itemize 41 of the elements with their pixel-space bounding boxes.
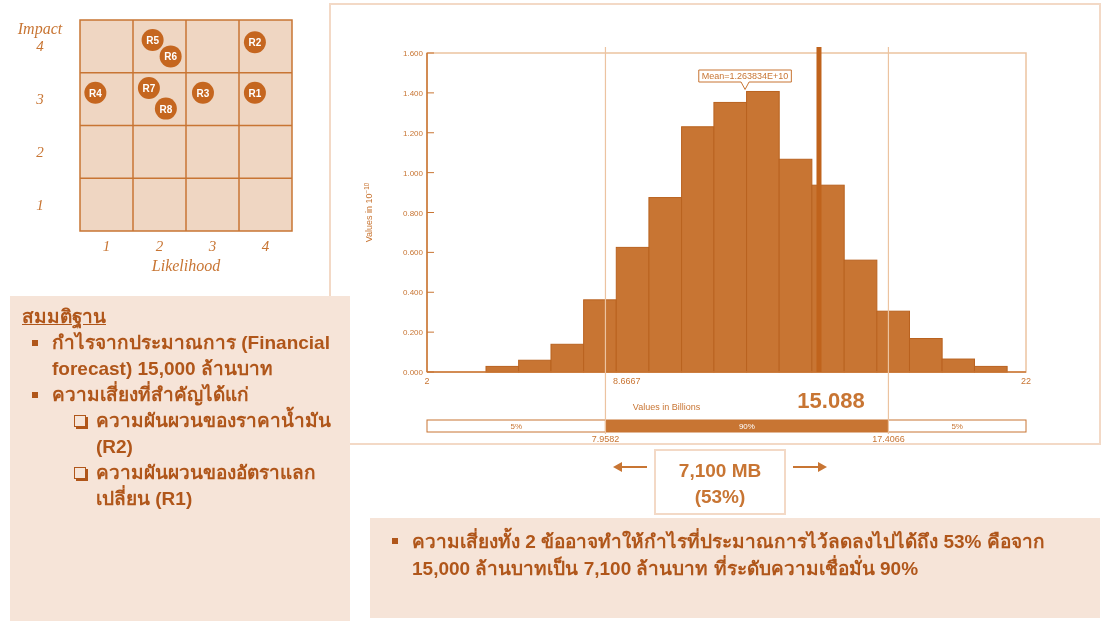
y-tick-label: 0.200 xyxy=(402,328,424,338)
ref-line-label: 15.088 xyxy=(797,388,865,413)
ref-line-label: 7.9582 xyxy=(591,434,620,444)
text: สมมติฐาน xyxy=(22,305,107,330)
data-label: R1 xyxy=(248,87,262,99)
annotation: Mean=1.263834E+10 xyxy=(701,71,789,81)
data-label: R8 xyxy=(159,103,173,115)
y-tick-label: 1.000 xyxy=(402,168,424,178)
x-tick-label: 8.6667 xyxy=(612,376,641,386)
ref-line-label: 17.4066 xyxy=(872,434,905,444)
y-tick-label: 1.600 xyxy=(402,49,424,58)
data-label: R5 xyxy=(146,35,160,47)
y-tick-label: 0.600 xyxy=(402,248,424,258)
data-label: R4 xyxy=(88,87,103,99)
x-axis-title: Values in Billions xyxy=(632,402,701,412)
text: กำไรจากประมาณการ (Financial forecast) 15,000 ล้านบาท xyxy=(52,332,330,379)
y-tick-label: 3 xyxy=(35,91,44,108)
text: 5% xyxy=(510,422,523,431)
text: 90% xyxy=(738,422,755,431)
text: ความผันผวนของอัตราแลกเปลี่ยน (R1) xyxy=(96,462,316,509)
text: 5% xyxy=(951,422,963,431)
x-tick-label: 1 xyxy=(102,238,111,254)
text: 7,100 MB (53%) xyxy=(678,460,762,507)
data-label: R3 xyxy=(196,87,210,99)
y-tick-label: 0.000 xyxy=(402,368,424,377)
y-tick-label: 0.800 xyxy=(402,208,424,218)
x-tick-label: 2 xyxy=(155,238,164,254)
y-tick-label: 1.200 xyxy=(402,128,424,138)
y-axis-title: Impact xyxy=(16,20,63,38)
x-axis-title: Likelihood xyxy=(150,257,222,274)
y-tick-label: 1 xyxy=(36,196,44,213)
x-tick-label: 4 xyxy=(261,238,270,254)
y-tick-label: 4 xyxy=(36,38,45,55)
data-label: R2 xyxy=(248,37,262,49)
data-label: R7 xyxy=(142,83,156,95)
data-label: R6 xyxy=(164,51,178,63)
x-tick-label: 3 xyxy=(207,238,217,254)
y-tick-label: 1.400 xyxy=(402,88,424,98)
y-tick-label: 0.400 xyxy=(402,288,424,298)
y-tick-label: 2 xyxy=(36,143,45,160)
x-tick-label: 22 xyxy=(1020,376,1032,386)
